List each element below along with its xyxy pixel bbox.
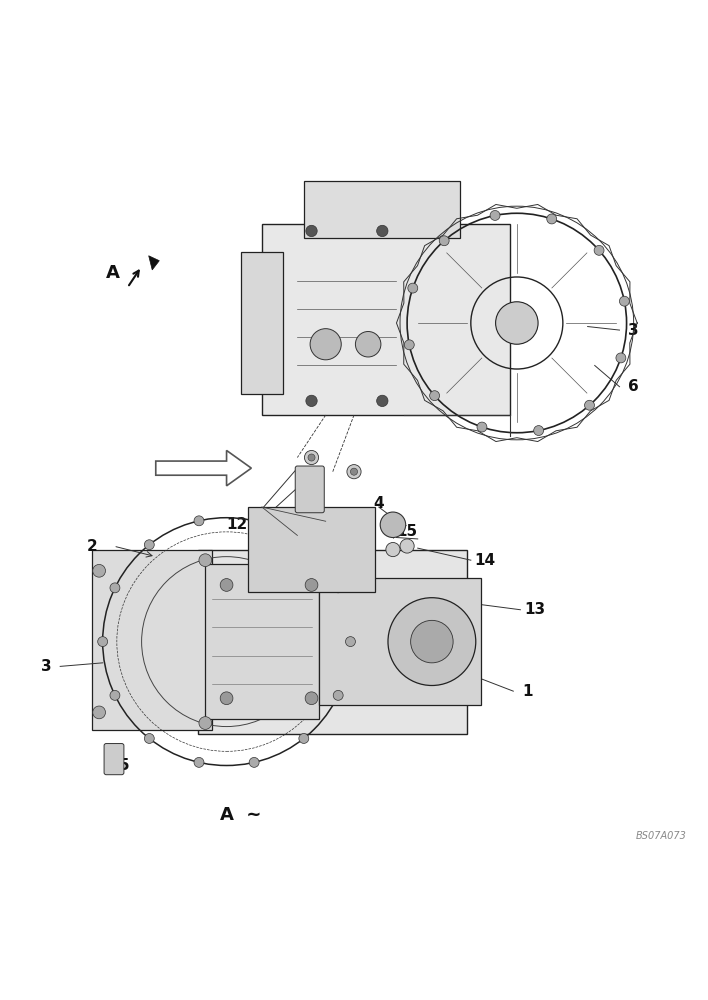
Text: 13: 13 <box>524 602 545 617</box>
FancyBboxPatch shape <box>205 564 319 719</box>
Circle shape <box>616 353 626 363</box>
Circle shape <box>377 395 388 407</box>
Circle shape <box>220 692 233 705</box>
Text: 15: 15 <box>396 524 418 539</box>
Text: 6: 6 <box>628 379 639 394</box>
Polygon shape <box>149 256 159 270</box>
Circle shape <box>547 214 556 224</box>
Circle shape <box>333 690 343 700</box>
Circle shape <box>93 706 105 719</box>
Circle shape <box>400 539 414 553</box>
Circle shape <box>594 245 604 255</box>
Circle shape <box>93 564 105 577</box>
Circle shape <box>299 734 309 743</box>
Circle shape <box>585 400 595 410</box>
Text: 4: 4 <box>373 496 384 511</box>
Text: 5: 5 <box>118 758 130 773</box>
FancyBboxPatch shape <box>295 466 324 513</box>
Circle shape <box>411 620 453 663</box>
FancyBboxPatch shape <box>248 507 375 592</box>
Circle shape <box>386 542 400 557</box>
FancyBboxPatch shape <box>198 550 467 734</box>
Circle shape <box>299 540 309 550</box>
Circle shape <box>308 454 315 461</box>
Circle shape <box>144 540 154 550</box>
FancyBboxPatch shape <box>104 744 124 775</box>
Circle shape <box>305 579 318 591</box>
Circle shape <box>110 583 120 593</box>
Circle shape <box>306 225 317 237</box>
FancyBboxPatch shape <box>301 519 322 552</box>
Circle shape <box>333 583 343 593</box>
Circle shape <box>347 465 361 479</box>
Circle shape <box>306 395 317 407</box>
Circle shape <box>305 692 318 705</box>
Circle shape <box>430 391 440 401</box>
Circle shape <box>534 426 544 436</box>
Circle shape <box>199 717 212 729</box>
FancyBboxPatch shape <box>262 224 510 415</box>
Circle shape <box>377 225 388 237</box>
Circle shape <box>310 329 341 360</box>
Circle shape <box>98 637 108 647</box>
Circle shape <box>408 283 418 293</box>
Circle shape <box>496 302 538 344</box>
Text: 14: 14 <box>474 553 496 568</box>
Circle shape <box>490 210 500 220</box>
Text: 1: 1 <box>523 684 532 699</box>
Circle shape <box>350 468 358 475</box>
Circle shape <box>346 637 355 647</box>
Circle shape <box>220 579 233 591</box>
FancyBboxPatch shape <box>319 578 481 705</box>
Circle shape <box>144 734 154 743</box>
Text: 11: 11 <box>328 581 349 596</box>
Text: A: A <box>106 264 120 282</box>
Circle shape <box>194 516 204 526</box>
Circle shape <box>249 516 259 526</box>
FancyBboxPatch shape <box>92 550 212 730</box>
Circle shape <box>355 331 381 357</box>
FancyBboxPatch shape <box>304 181 460 238</box>
Circle shape <box>620 296 629 306</box>
Circle shape <box>439 236 449 246</box>
Text: 3: 3 <box>40 659 52 674</box>
Circle shape <box>388 598 476 685</box>
Circle shape <box>199 554 212 567</box>
FancyBboxPatch shape <box>241 252 283 394</box>
Polygon shape <box>156 450 251 486</box>
Text: 3: 3 <box>628 323 639 338</box>
Circle shape <box>249 757 259 767</box>
Circle shape <box>477 422 487 432</box>
FancyBboxPatch shape <box>336 547 358 580</box>
Circle shape <box>404 340 414 350</box>
Circle shape <box>110 690 120 700</box>
Text: A  ~: A ~ <box>220 806 261 824</box>
Text: 12: 12 <box>227 517 248 532</box>
Text: 2: 2 <box>86 539 98 554</box>
Circle shape <box>380 512 406 538</box>
Circle shape <box>304 450 319 465</box>
Circle shape <box>194 757 204 767</box>
Text: BS07A073: BS07A073 <box>636 831 687 841</box>
